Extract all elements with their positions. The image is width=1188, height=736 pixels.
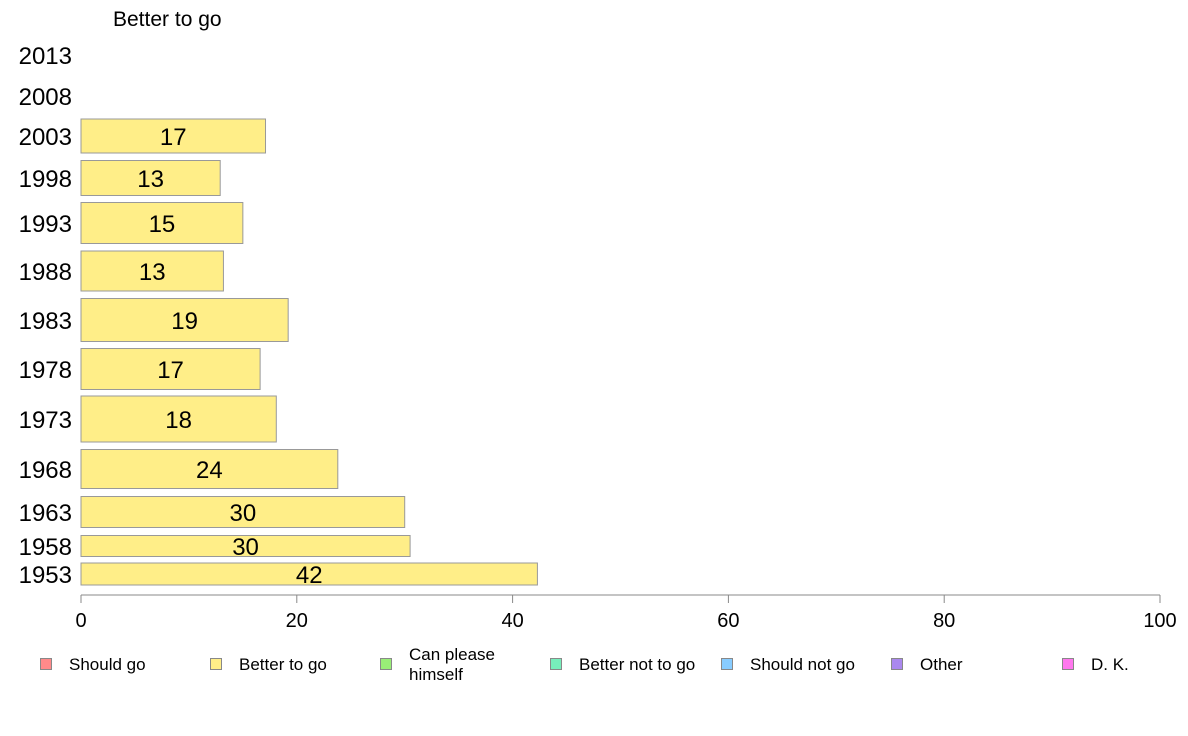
category-label-1983: 1983 <box>19 308 72 335</box>
data-label-1963: 30 <box>229 500 256 527</box>
data-label-1998: 13 <box>137 166 164 193</box>
category-label-2003: 2003 <box>19 124 72 151</box>
legend-swatch <box>40 658 52 670</box>
legend-label: Should not go <box>750 655 855 674</box>
category-label-1963: 1963 <box>19 500 72 527</box>
bar-1963 <box>80 496 406 528</box>
legend-item: Other <box>891 645 963 675</box>
x-tick-label: 0 <box>75 610 86 632</box>
x-tick-label: 100 <box>1143 610 1176 632</box>
x-tick-label: 20 <box>286 610 308 632</box>
data-label-1968: 24 <box>196 457 223 484</box>
bar-1973 <box>80 395 277 443</box>
bar-1978 <box>80 348 261 390</box>
category-label-1978: 1978 <box>19 357 72 384</box>
legend-item: Can please himself <box>380 645 519 685</box>
legend-item: Should go <box>40 645 146 675</box>
data-label-1988: 13 <box>139 259 166 286</box>
data-label-1953: 42 <box>296 562 323 589</box>
bar-1983 <box>80 298 289 342</box>
x-tick-label: 80 <box>933 610 955 632</box>
legend-item: Better not to go <box>550 645 695 675</box>
bar-1993 <box>80 202 244 244</box>
x-tick-label: 40 <box>501 610 523 632</box>
data-label-1973: 18 <box>165 407 192 434</box>
legend-item: Should not go <box>721 645 855 675</box>
legend-swatch <box>210 658 222 670</box>
bar-2003 <box>80 118 267 154</box>
category-label-1993: 1993 <box>19 211 72 238</box>
legend-label: Can please himself <box>409 645 496 684</box>
chart-title: Better to go <box>113 8 222 31</box>
legend-item: Better to go <box>210 645 327 675</box>
category-label-1968: 1968 <box>19 457 72 484</box>
data-label-1993: 15 <box>149 211 176 238</box>
legend-swatch <box>1062 658 1074 670</box>
bar-1988 <box>80 250 224 292</box>
legend-swatch <box>891 658 903 670</box>
category-label-1953: 1953 <box>19 562 72 589</box>
category-label-2013: 2013 <box>19 43 72 70</box>
data-label-1958: 30 <box>232 534 259 561</box>
legend-label: Better to go <box>239 655 327 674</box>
legend-label: Other <box>920 655 963 674</box>
data-label-2003: 17 <box>160 124 187 151</box>
data-label-1978: 17 <box>157 357 184 384</box>
category-label-1998: 1998 <box>19 166 72 193</box>
legend-swatch <box>380 658 392 670</box>
legend-label: Should go <box>69 655 146 674</box>
category-label-2008: 2008 <box>19 84 72 111</box>
category-label-1958: 1958 <box>19 534 72 561</box>
legend: Should go Better to go Can please himself B… <box>0 645 1188 695</box>
legend-label: Better not to go <box>579 655 696 674</box>
category-label-1973: 1973 <box>19 407 72 434</box>
bars-group: 2013 2008 2003 17 1998 13 1993 15 1988 13 1983 19 19… <box>19 43 538 589</box>
data-label-1983: 19 <box>171 308 198 335</box>
bar-1998 <box>80 160 221 196</box>
bar-1968 <box>80 449 339 489</box>
category-label-1988: 1988 <box>19 259 72 286</box>
legend-swatch <box>721 658 733 670</box>
bar-1958 <box>80 535 411 557</box>
x-tick-label: 60 <box>717 610 739 632</box>
x-axis: 0 20 40 60 80 100 <box>75 594 1177 632</box>
legend-item: D. K. <box>1062 645 1129 675</box>
bar-1953 <box>80 562 538 586</box>
legend-swatch <box>550 658 562 670</box>
legend-label: D. K. <box>1091 655 1129 674</box>
